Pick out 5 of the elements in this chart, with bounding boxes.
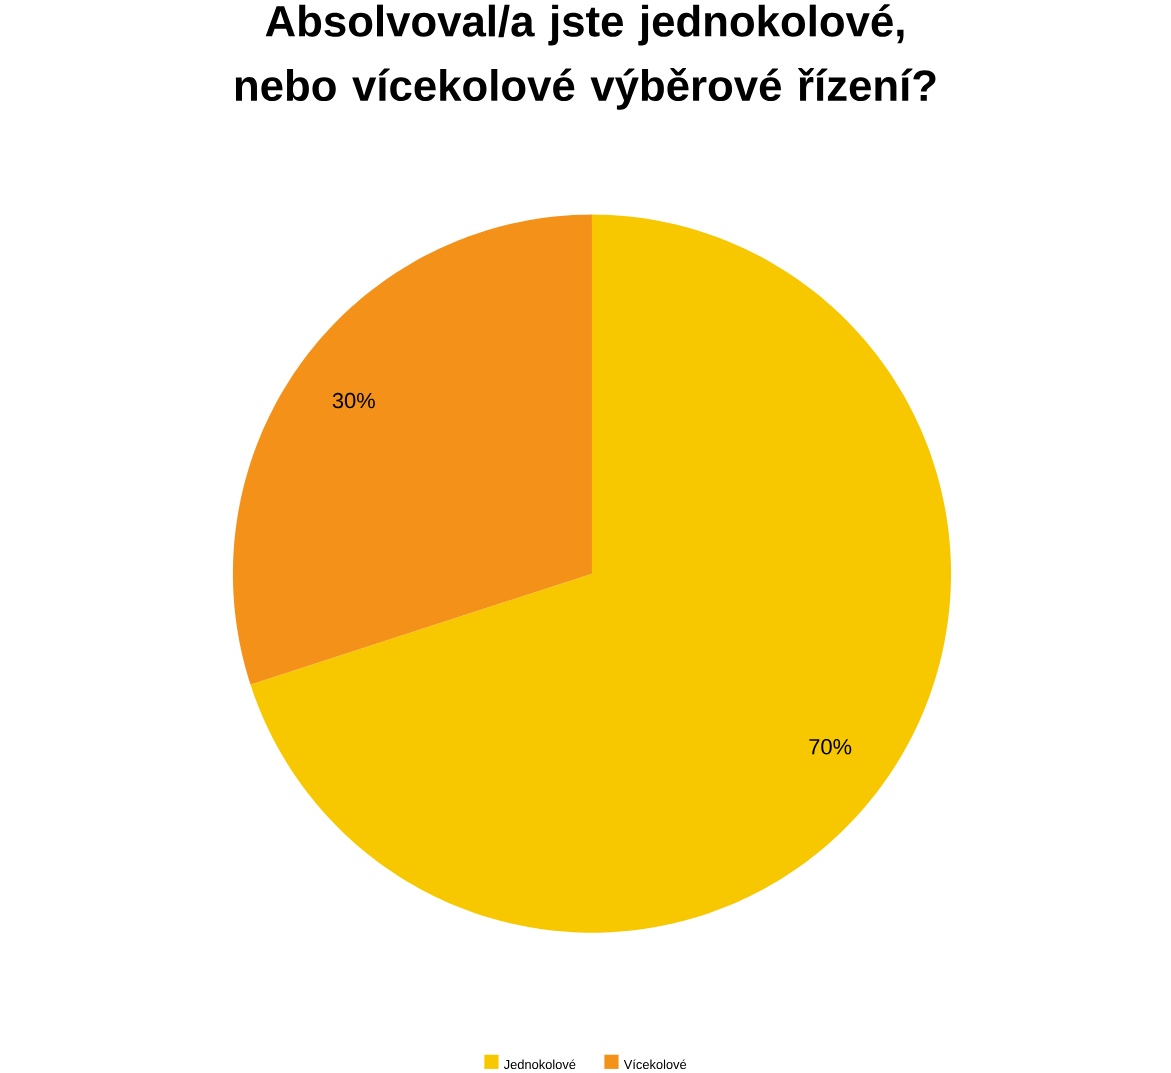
legend-label: Vícekolové <box>623 1059 687 1069</box>
data-label: 70% <box>809 738 852 755</box>
legend-label: Jednokolové <box>503 1059 576 1069</box>
data-label: 30% <box>332 392 375 409</box>
chart-title: Absolvoval/a jste jednokolové, nebo vícekolové výběrové řízení? <box>235 4 936 110</box>
